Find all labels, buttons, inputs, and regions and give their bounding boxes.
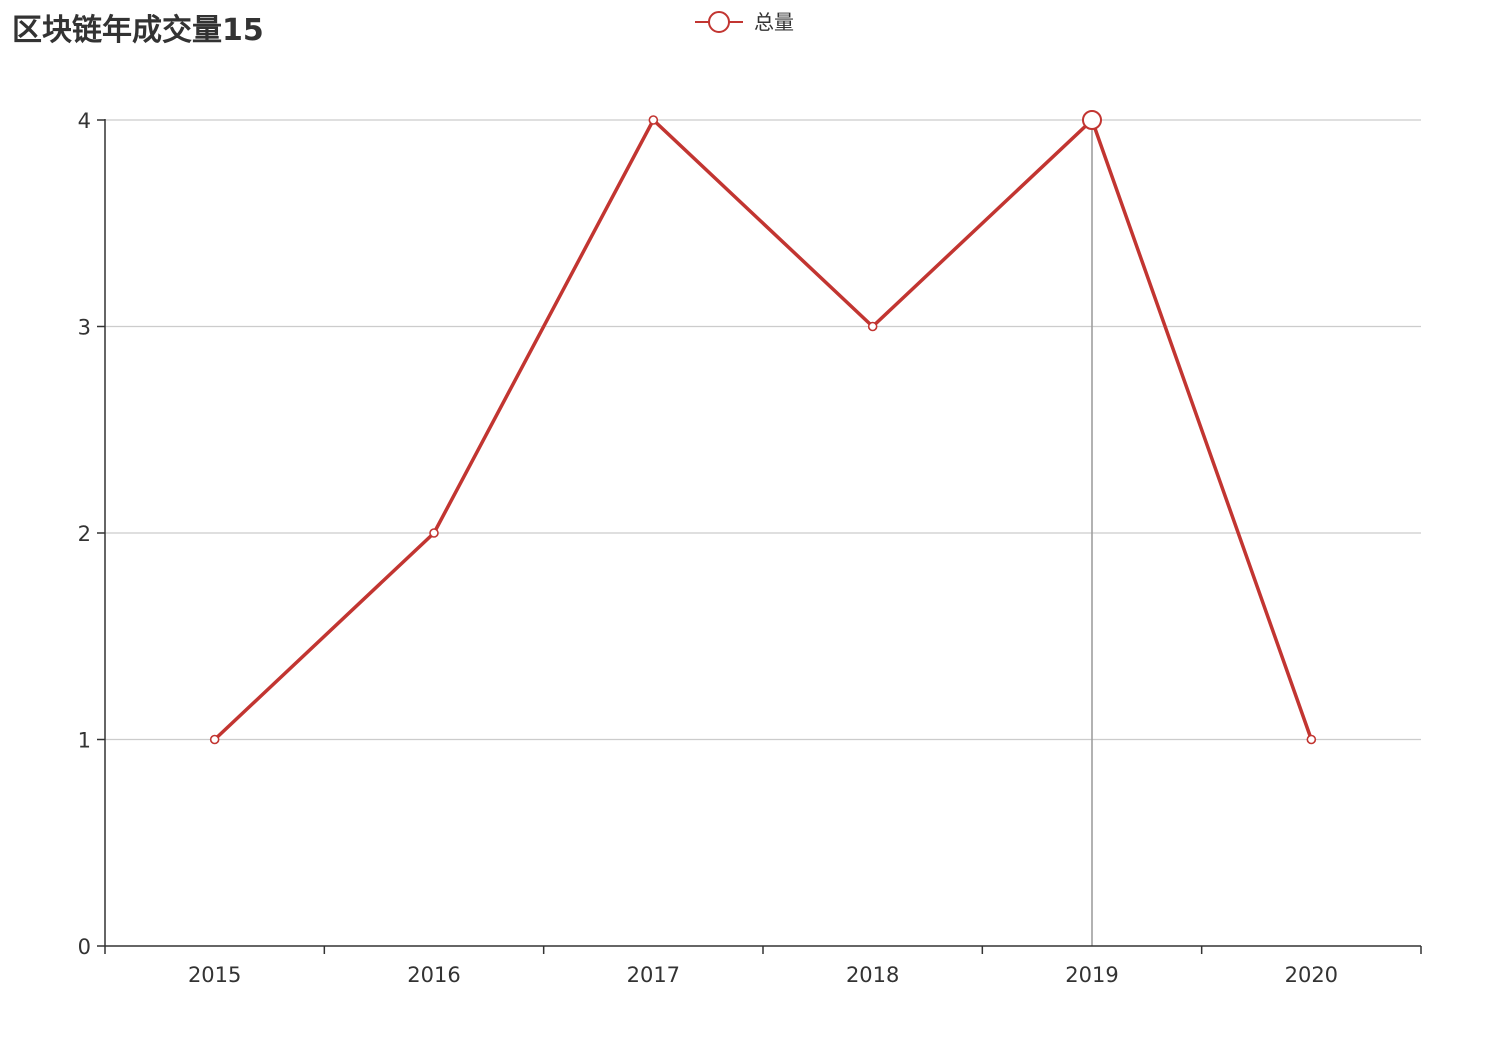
x-tick-label: 2019 [1065,963,1118,987]
x-tick-label: 2017 [627,963,680,987]
data-point [648,115,659,125]
x-tick-label: 2018 [846,963,899,987]
data-point [867,321,878,332]
chart-title: 区块链年成交量15 [12,13,264,48]
y-tick-label: 0 [78,935,91,959]
data-point-highlighted [1082,110,1102,130]
data-point [209,734,220,745]
x-tick-label: 2015 [188,963,241,987]
y-tick-label: 3 [78,316,91,340]
legend-label: 总量 [754,10,794,34]
y-tick-label: 2 [78,522,91,546]
data-point [429,528,439,538]
axes: 0 1 2 3 4 2015 2016 2017 2018 2019 2020 [78,109,1422,987]
x-tick-label: 2016 [407,963,460,987]
series-layer [209,110,1317,745]
data-point [1306,734,1317,745]
y-tick-label: 1 [78,729,91,753]
x-tick-label: 2020 [1285,963,1338,987]
legend-circle-symbol [708,11,730,33]
legend[interactable]: 总量 [695,10,794,34]
grid-lines [105,119,1421,741]
series-line [212,118,1314,742]
y-tick-label: 4 [78,109,91,133]
